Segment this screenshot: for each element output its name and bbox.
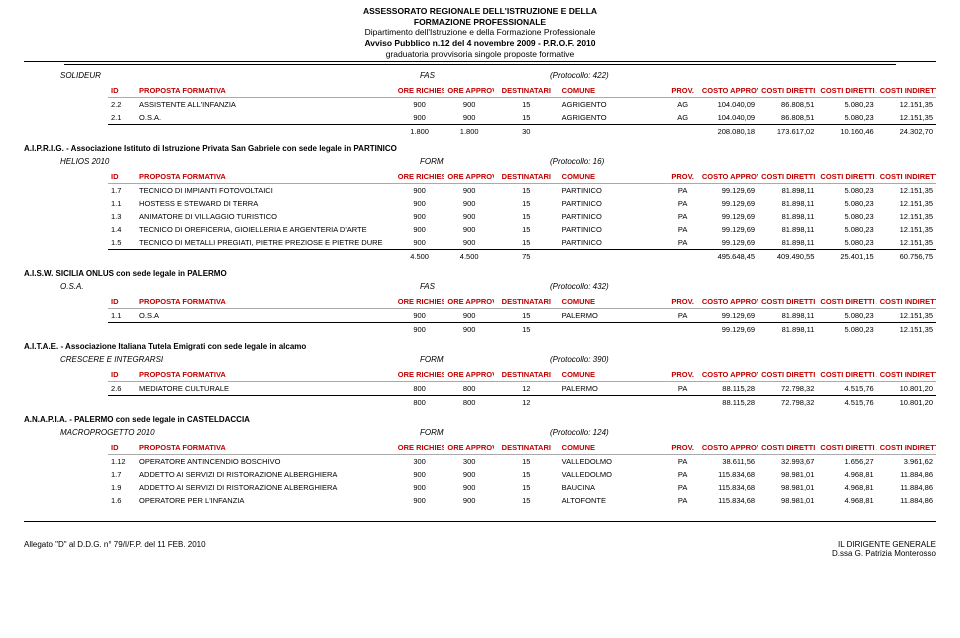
entity-line: O.S.A. FAS (Protocollo: 432) bbox=[24, 282, 936, 291]
table-total-row: 80080012 88.115,2872.798,324.515,7610.80… bbox=[108, 396, 936, 410]
footer-right-line: IL DIRIGENTE GENERALE bbox=[832, 540, 936, 549]
header-line: ASSESSORATO REGIONALE DELL'ISTRUZIONE E … bbox=[24, 6, 936, 17]
org-title: A.I.S.W. SICILIA ONLUS con sede legale i… bbox=[24, 269, 936, 278]
section: SOLIDEUR FAS (Protocollo: 422) ID PROPOS… bbox=[24, 71, 936, 138]
entity-line: HELIOS 2010 FORM (Protocollo: 16) bbox=[24, 157, 936, 166]
table-row: 1.7 ADDETTO AI SERVIZI DI RISTORAZIONE A… bbox=[108, 468, 936, 481]
divider bbox=[24, 521, 936, 522]
section: A.I.T.A.E. - Associazione Italiana Tutel… bbox=[24, 342, 936, 409]
data-table: ID PROPOSTA FORMATIVA ORE RICHIESTE ORE … bbox=[108, 441, 936, 507]
protocol-label: (Protocollo: 124) bbox=[550, 428, 936, 437]
data-table: ID PROPOSTA FORMATIVA ORE RICHIESTE ORE … bbox=[108, 368, 936, 409]
entity-name: MACROPROGETTO 2010 bbox=[60, 428, 420, 437]
table-row: 1.1 HOSTESS E STEWARD DI TERRA 900 900 1… bbox=[108, 197, 936, 210]
course-label: FAS bbox=[420, 71, 550, 80]
entity-name: CRESCERE E INTEGRARSI bbox=[60, 355, 420, 364]
entity-name: O.S.A. bbox=[60, 282, 420, 291]
section: A.I.P.R.I.G. - Associazione Istituto di … bbox=[24, 144, 936, 263]
org-title: A.I.T.A.E. - Associazione Italiana Tutel… bbox=[24, 342, 936, 351]
header-line: graduatoria provvisoria singole proposte… bbox=[24, 49, 936, 60]
entity-name: SOLIDEUR bbox=[60, 71, 420, 80]
section: A.N.A.P.I.A. - PALERMO con sede legale i… bbox=[24, 415, 936, 507]
table-row: 1.12 OPERATORE ANTINCENDIO BOSCHIVO 300 … bbox=[108, 455, 936, 469]
table-row: 1.5 TECNICO DI METALLI PREGIATI, PIETRE … bbox=[108, 236, 936, 250]
footer-left: Allegato "D" al D.D.G. n° 79/I/F.P. del … bbox=[24, 540, 206, 558]
table-row: 1.1 O.S.A 900 900 15 PALERMO PA 99.129,6… bbox=[108, 309, 936, 323]
table-row: 1.9 ADDETTO AI SERVIZI DI RISTORAZIONE A… bbox=[108, 481, 936, 494]
table-row: 1.3 ANIMATORE DI VILLAGGIO TURISTICO 900… bbox=[108, 210, 936, 223]
table-row: 1.4 TECNICO DI OREFICERIA, GIOIELLERIA E… bbox=[108, 223, 936, 236]
data-table: ID PROPOSTA FORMATIVA ORE RICHIESTE ORE … bbox=[108, 295, 936, 336]
table-row: 1.7 TECNICO DI IMPIANTI FOTOVOLTAICI 900… bbox=[108, 184, 936, 198]
org-title: A.I.P.R.I.G. - Associazione Istituto di … bbox=[24, 144, 936, 153]
protocol-label: (Protocollo: 16) bbox=[550, 157, 936, 166]
table-row: 2.1 O.S.A. 900 900 15 AGRIGENTO AG 104.0… bbox=[108, 111, 936, 125]
divider bbox=[64, 64, 896, 65]
course-label: FAS bbox=[420, 282, 550, 291]
section: A.I.S.W. SICILIA ONLUS con sede legale i… bbox=[24, 269, 936, 336]
entity-line: SOLIDEUR FAS (Protocollo: 422) bbox=[24, 71, 936, 80]
footer-right-line: D.ssa G. Patrizia Monterosso bbox=[832, 549, 936, 558]
table-row: 1.6 OPERATORE PER L'INFANZIA 900 900 15 … bbox=[108, 494, 936, 507]
protocol-label: (Protocollo: 432) bbox=[550, 282, 936, 291]
divider bbox=[24, 61, 936, 62]
course-label: FORM bbox=[420, 428, 550, 437]
header-line: FORMAZIONE PROFESSIONALE bbox=[24, 17, 936, 28]
table-total-row: 1.8001.80030 208.080,18173.617,0210.160,… bbox=[108, 125, 936, 139]
page-footer: Allegato "D" al D.D.G. n° 79/I/F.P. del … bbox=[24, 540, 936, 558]
entity-name: HELIOS 2010 bbox=[60, 157, 420, 166]
protocol-label: (Protocollo: 422) bbox=[550, 71, 936, 80]
course-label: FORM bbox=[420, 355, 550, 364]
entity-line: MACROPROGETTO 2010 FORM (Protocollo: 124… bbox=[24, 428, 936, 437]
table-total-row: 4.5004.50075 495.648,45409.490,5525.401,… bbox=[108, 250, 936, 264]
entity-line: CRESCERE E INTEGRARSI FORM (Protocollo: … bbox=[24, 355, 936, 364]
data-table: ID PROPOSTA FORMATIVA ORE RICHIESTE ORE … bbox=[108, 84, 936, 138]
header-line: Avviso Pubblico n.12 del 4 novembre 2009… bbox=[24, 38, 936, 49]
course-label: FORM bbox=[420, 157, 550, 166]
org-title: A.N.A.P.I.A. - PALERMO con sede legale i… bbox=[24, 415, 936, 424]
table-row: 2.6 MEDIATORE CULTURALE 800 800 12 PALER… bbox=[108, 382, 936, 396]
document-header: ASSESSORATO REGIONALE DELL'ISTRUZIONE E … bbox=[24, 6, 936, 59]
header-line: Dipartimento dell'Istruzione e della For… bbox=[24, 27, 936, 38]
table-total-row: 90090015 99.129,6981.898,115.080,2312.15… bbox=[108, 323, 936, 337]
data-table: ID PROPOSTA FORMATIVA ORE RICHIESTE ORE … bbox=[108, 170, 936, 263]
protocol-label: (Protocollo: 390) bbox=[550, 355, 936, 364]
table-row: 2.2 ASSISTENTE ALL'INFANZIA 900 900 15 A… bbox=[108, 98, 936, 112]
